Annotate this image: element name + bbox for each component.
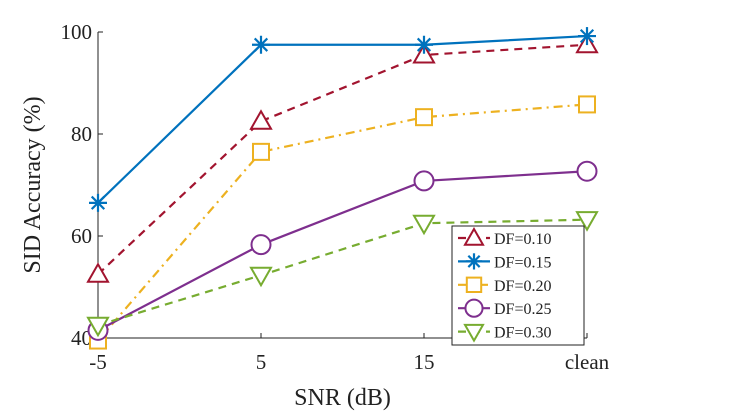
legend-item: DF=0.30 <box>458 323 551 343</box>
legend-marker <box>463 323 485 343</box>
y-axis-title: SID Accuracy (%) <box>20 96 46 273</box>
series-line <box>97 43 588 276</box>
data-point <box>578 95 596 114</box>
y-axis-ticks: 40 60 80 100 <box>61 20 103 350</box>
legend-label: DF=0.10 <box>494 231 551 248</box>
y-tick-label: 100 <box>61 20 93 44</box>
data-point <box>249 266 273 288</box>
data-point <box>252 35 270 54</box>
x-axis-ticks: -5 5 15 clean <box>89 333 610 374</box>
series-layer <box>86 27 599 350</box>
legend-marker <box>465 276 483 294</box>
data-point <box>249 109 273 130</box>
series-line <box>97 103 588 342</box>
legend-label: DF=0.25 <box>494 301 551 318</box>
data-point <box>89 193 107 212</box>
legend-item: DF=0.15 <box>458 253 551 271</box>
legend-marker <box>464 298 484 318</box>
data-point <box>576 160 598 182</box>
legend-label: DF=0.20 <box>494 278 551 295</box>
data-point <box>413 170 435 192</box>
legend-label: DF=0.15 <box>494 254 551 271</box>
data-point <box>250 234 272 256</box>
legend-label: DF=0.30 <box>494 325 551 342</box>
y-tick-label: 60 <box>71 224 92 248</box>
data-point <box>415 35 433 54</box>
y-tick-label: 40 <box>71 326 92 350</box>
x-tick-label: clean <box>565 350 610 374</box>
legend-item: DF=0.20 <box>458 276 551 295</box>
data-point <box>86 316 110 338</box>
x-tick-label: -5 <box>89 350 107 374</box>
series-DF=0.25 <box>87 160 598 341</box>
data-point <box>412 214 436 236</box>
x-tick-label: 5 <box>256 350 267 374</box>
data-point <box>415 108 433 127</box>
legend-item: DF=0.25 <box>458 298 551 318</box>
legend-item: DF=0.10 <box>458 226 551 248</box>
series-line <box>97 218 588 327</box>
series-DF=0.30 <box>86 211 599 338</box>
data-point <box>86 262 110 283</box>
legend: DF=0.10 DF=0.15 DF=0.20 DF=0.25 DF=0.30 <box>451 225 585 346</box>
y-tick-label: 80 <box>71 122 92 146</box>
x-axis-title: SNR (dB) <box>294 385 391 411</box>
legend-marker <box>465 253 483 270</box>
data-point <box>575 211 599 232</box>
legend-marker <box>463 226 485 246</box>
series-line <box>97 170 588 332</box>
series-line <box>97 34 588 204</box>
series-DF=0.15 <box>89 27 596 212</box>
data-point <box>252 142 270 161</box>
data-point <box>578 27 596 46</box>
x-tick-label: 15 <box>414 350 435 374</box>
